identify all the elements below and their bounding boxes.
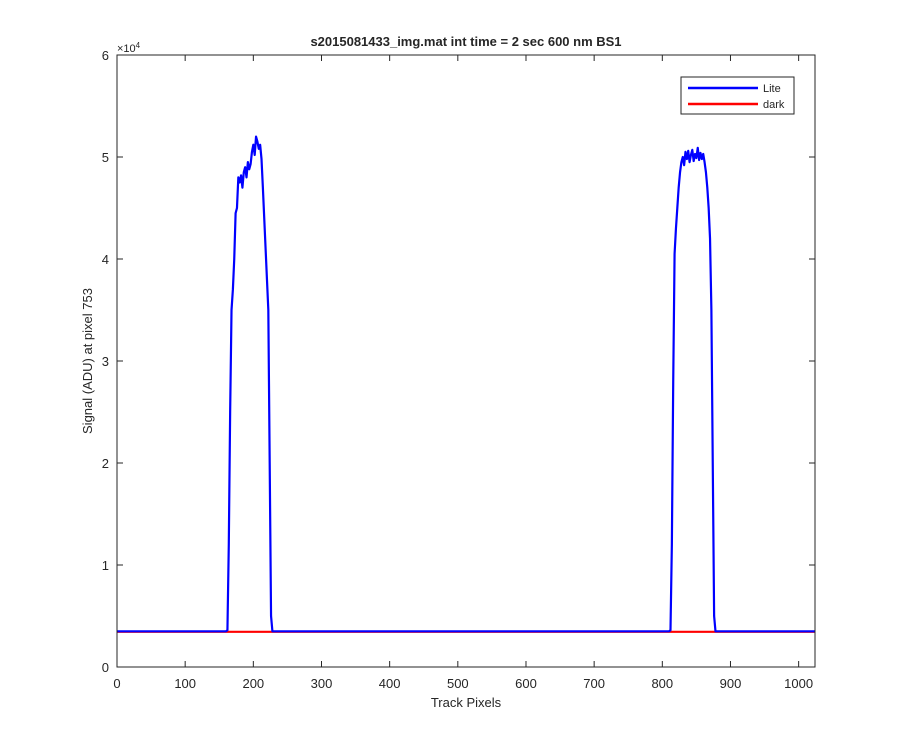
y-exponent-power: 4 <box>136 41 141 50</box>
y-tick-label: 4 <box>102 252 109 267</box>
x-tick-label: 0 <box>113 676 120 691</box>
legend: Lite dark <box>680 76 795 115</box>
y-tick-label: 3 <box>102 354 109 369</box>
x-axis-label: Track Pixels <box>431 695 502 710</box>
series-line-lite <box>117 135 815 633</box>
y-tick-label: 1 <box>102 558 109 573</box>
legend-box <box>680 76 795 115</box>
y-tick-label: 5 <box>102 150 109 165</box>
x-tick-label: 1000 <box>784 676 813 691</box>
chart-title: s2015081433_img.mat int time = 2 sec 600… <box>310 34 621 49</box>
x-tick-label: 700 <box>583 676 605 691</box>
y-axis: 0 1 2 3 4 5 6 <box>102 48 815 675</box>
y-tick-label: 0 <box>102 660 109 675</box>
plot-area <box>117 55 815 667</box>
x-tick-label: 200 <box>242 676 264 691</box>
y-tick-label: 6 <box>102 48 109 63</box>
x-tick-label: 100 <box>174 676 196 691</box>
y-axis-exponent: ×104 <box>117 41 141 55</box>
y-axis-label: Signal (ADU) at pixel 753 <box>80 288 95 434</box>
series-layer <box>117 135 815 633</box>
x-tick-label: 300 <box>311 676 333 691</box>
x-tick-label: 900 <box>720 676 742 691</box>
legend-label-dark: dark <box>763 99 785 111</box>
x-tick-label: 800 <box>651 676 673 691</box>
x-axis: 0 100 200 300 400 500 600 700 800 900 1000 <box>113 55 813 691</box>
y-exponent-base: ×10 <box>117 43 136 55</box>
x-tick-label: 400 <box>379 676 401 691</box>
x-tick-label: 500 <box>447 676 469 691</box>
legend-label-lite: Lite <box>763 83 781 95</box>
y-tick-label: 2 <box>102 456 109 471</box>
x-tick-label: 600 <box>515 676 537 691</box>
